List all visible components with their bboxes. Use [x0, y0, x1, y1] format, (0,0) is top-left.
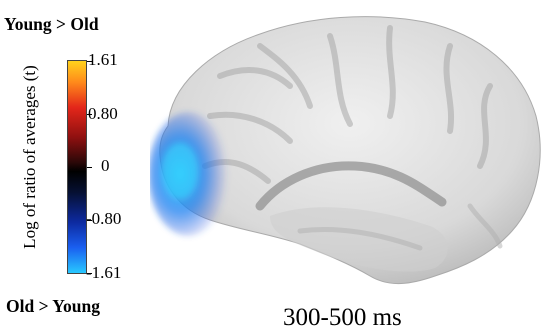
- colorbar-tick-mark: [87, 61, 92, 62]
- colorbar-tick-mark: [87, 220, 92, 221]
- colorbar-tick-high: 0.80: [88, 104, 118, 123]
- young-greater-old-label: Young > Old: [4, 14, 99, 34]
- colorbar-tick-zero: 0: [101, 156, 110, 175]
- colorbar-tick-min: -1.61: [86, 263, 122, 282]
- old-greater-young-label: Old > Young: [6, 296, 100, 316]
- sylvian-fissure: [255, 161, 447, 211]
- colorbar-tick-mark: [87, 167, 92, 168]
- colorbar-tick-low: -0.80: [86, 209, 122, 228]
- frontal-activation-core: [162, 143, 198, 199]
- brain-surface-image: [150, 16, 541, 285]
- colorbar: [67, 60, 87, 274]
- colorbar-tick-mark: [87, 273, 92, 274]
- colorbar-tick-mark: [87, 114, 92, 115]
- colorbar-tick-max: 1.61: [88, 50, 118, 69]
- temporal-lobe-shadow: [270, 207, 448, 272]
- colorbar-axis-title: Log of ratio of averages (t): [20, 42, 40, 272]
- temporal-sulci: [297, 203, 503, 251]
- colorbar-axis-title-text: Log of ratio of averages (t): [20, 65, 39, 249]
- time-window-caption: 300-500 ms: [283, 304, 402, 331]
